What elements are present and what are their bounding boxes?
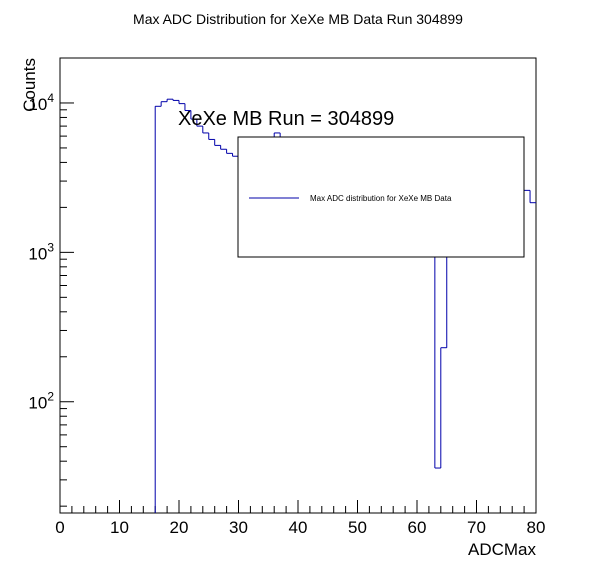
y-axis-label: Counts (20, 58, 39, 112)
histogram-bin (440, 347, 447, 469)
histogram-bin (190, 110, 197, 120)
histogram-bin (172, 99, 179, 101)
x-tick-label: 80 (527, 518, 546, 537)
histogram-bin (529, 190, 536, 204)
histogram-bin (166, 98, 174, 102)
histogram-bin (154, 105, 162, 513)
x-tick-label: 70 (467, 518, 486, 537)
x-axis: 0 10 20 30 40 50 60 70 80 (55, 500, 545, 537)
histogram-bin (202, 126, 209, 134)
histogram-bin (214, 139, 221, 146)
legend-box (237, 136, 525, 258)
x-tick-label: 30 (229, 518, 248, 537)
histogram-bin (220, 145, 227, 150)
histogram-bin (226, 149, 233, 154)
histogram-bin (160, 101, 168, 107)
chart-title: Max ADC Distribution for XeXe MB Data Ru… (133, 11, 463, 27)
legend: Max ADC distribution for XeXe MB Data (237, 136, 525, 258)
y-axis: 102 103 104 (28, 57, 74, 507)
x-tick-label: 50 (348, 518, 367, 537)
x-tick-label: 0 (55, 518, 64, 537)
y-tick-label: 104 (28, 91, 54, 114)
y-tick-label: 103 (28, 240, 54, 263)
x-tick-label: 20 (170, 518, 189, 537)
run-annotation: XeXe MB Run = 304899 (178, 108, 394, 130)
x-tick-label: 60 (408, 518, 427, 537)
x-tick-label: 10 (110, 518, 129, 537)
histogram-bin (184, 103, 191, 112)
histogram-bin (196, 119, 203, 127)
x-tick-label: 40 (289, 518, 308, 537)
legend-entry-label: Max ADC distribution for XeXe MB Data (310, 194, 452, 203)
histogram-bin (208, 132, 215, 140)
y-tick-label: 102 (28, 390, 54, 413)
x-axis-label: ADCMax (468, 540, 537, 559)
histogram-bin (178, 100, 185, 105)
